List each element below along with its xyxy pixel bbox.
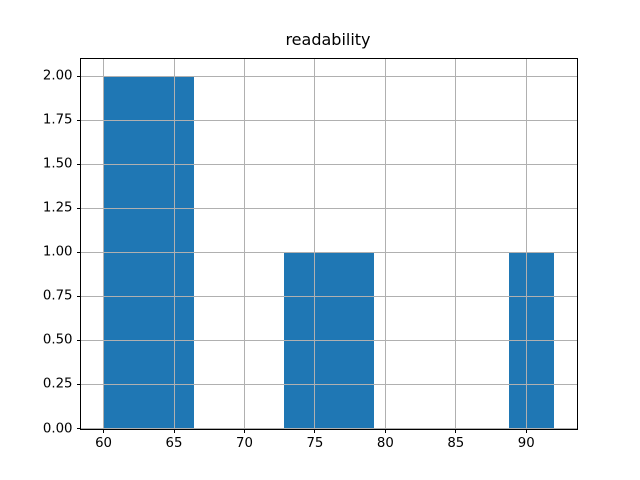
- x-tick-label: 60: [95, 435, 112, 451]
- gridline-x: [314, 58, 316, 429]
- plot-area: [80, 57, 578, 430]
- gridline-x: [525, 58, 527, 429]
- x-tick-mark: [525, 429, 527, 433]
- x-tick-mark: [314, 429, 316, 433]
- gridline-y: [81, 163, 577, 165]
- y-tick-label: 0.25: [42, 376, 73, 392]
- y-tick-mark: [76, 383, 80, 385]
- y-tick-label: 0.00: [42, 421, 73, 436]
- x-tick-label: 80: [376, 435, 394, 451]
- gridline-x: [455, 58, 457, 429]
- chart-title: readability: [285, 30, 371, 49]
- gridline-x: [103, 58, 105, 429]
- x-tick-mark: [384, 429, 386, 433]
- y-tick-mark: [76, 75, 80, 77]
- gridline-x: [173, 58, 175, 429]
- y-tick-label: 1.75: [42, 112, 73, 128]
- x-tick-label: 75: [306, 435, 324, 451]
- x-tick-mark: [243, 429, 245, 433]
- y-tick-label: 1.25: [42, 200, 73, 216]
- x-tick-mark: [103, 429, 105, 433]
- y-tick-mark: [76, 295, 80, 297]
- y-tick-label: 1.50: [42, 156, 73, 172]
- y-tick-label: 0.50: [42, 332, 73, 348]
- y-tick-mark: [76, 163, 80, 165]
- y-tick-mark: [76, 207, 80, 209]
- y-tick-label: 0.75: [42, 288, 73, 304]
- y-tick-label: 2.00: [42, 68, 73, 84]
- y-tick-mark: [76, 119, 80, 121]
- gridline-y: [81, 295, 577, 297]
- y-tick-label: 1.00: [42, 244, 73, 260]
- gridline-x: [384, 58, 386, 429]
- gridline-y: [81, 383, 577, 385]
- gridline-y: [81, 251, 577, 253]
- x-tick-mark: [173, 429, 175, 433]
- x-tick-label: 70: [235, 435, 253, 451]
- y-tick-mark: [76, 428, 80, 429]
- gridline-y: [81, 75, 577, 77]
- y-tick-mark: [76, 339, 80, 341]
- x-tick-label: 85: [447, 435, 465, 451]
- gridline-y: [81, 428, 577, 429]
- gridline-y: [81, 339, 577, 341]
- gridline-y: [81, 119, 577, 121]
- gridline-y: [81, 207, 577, 209]
- gridline-x: [243, 58, 245, 429]
- x-tick-label: 90: [517, 435, 535, 451]
- x-tick-label: 65: [165, 435, 183, 451]
- y-tick-mark: [76, 251, 80, 253]
- grid-layer: [81, 58, 577, 429]
- x-tick-mark: [455, 429, 457, 433]
